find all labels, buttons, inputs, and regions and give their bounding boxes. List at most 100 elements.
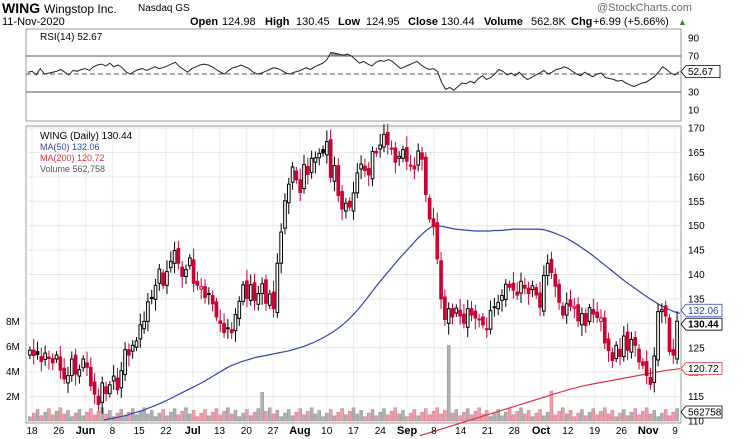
low-value: 124.95 xyxy=(366,16,400,28)
open-value: 124.98 xyxy=(222,16,256,28)
candle-body xyxy=(351,192,356,212)
candle-body xyxy=(580,313,584,326)
candlestick xyxy=(248,274,253,306)
volume-bar xyxy=(260,392,264,422)
candlestick xyxy=(366,162,371,187)
candlestick xyxy=(256,285,261,311)
candlestick xyxy=(625,323,630,361)
price-tick-label: 145 xyxy=(688,246,705,257)
candle-body xyxy=(283,200,287,229)
candlestick xyxy=(580,307,584,337)
candlestick xyxy=(317,148,322,166)
volume-bar xyxy=(412,409,417,422)
candle-body xyxy=(652,355,657,383)
candle-body xyxy=(595,311,599,318)
volume-bar xyxy=(363,416,367,422)
candlestick xyxy=(134,337,139,352)
volume-bar xyxy=(298,408,302,422)
candle-body xyxy=(58,356,63,371)
candlestick xyxy=(149,289,154,305)
candle-body xyxy=(336,165,341,196)
candle-body xyxy=(96,395,101,405)
candle-body xyxy=(222,322,226,334)
volume-bar xyxy=(127,411,131,422)
volume-bar xyxy=(663,409,668,422)
volume-bar xyxy=(534,412,538,422)
volume-bar xyxy=(660,412,664,422)
candle-body xyxy=(656,311,660,361)
candle-body xyxy=(450,308,455,318)
candlestick xyxy=(484,317,489,338)
candlestick xyxy=(382,124,386,153)
candlestick xyxy=(168,251,173,273)
candle-body xyxy=(374,150,379,154)
volume-bar xyxy=(237,416,242,422)
candlestick xyxy=(286,177,291,214)
candlestick xyxy=(43,345,47,366)
volume-bar xyxy=(290,415,295,422)
candlestick xyxy=(35,341,40,360)
volume-bar xyxy=(374,415,379,422)
volume-bar xyxy=(184,407,188,422)
volume-bar xyxy=(275,410,280,422)
candle-body xyxy=(317,152,322,159)
candle-body xyxy=(332,165,337,182)
candle-body xyxy=(648,377,653,385)
volume-bar xyxy=(538,409,542,422)
volume-bar xyxy=(443,410,447,422)
date-tick-label: 14 xyxy=(455,426,467,437)
candlestick xyxy=(187,253,192,270)
candlestick xyxy=(123,342,127,381)
candlestick xyxy=(50,353,55,371)
candlestick xyxy=(73,348,78,386)
volume-bar xyxy=(70,416,74,422)
candle-body xyxy=(134,340,139,348)
volume-bar xyxy=(675,408,679,422)
volume-bar xyxy=(248,415,253,422)
close-value-label: 130.44 xyxy=(688,320,719,331)
volume-bar xyxy=(62,413,66,422)
volume-bar xyxy=(526,410,531,422)
volume-bar xyxy=(283,412,287,422)
candlestick xyxy=(374,147,379,157)
volume-bar xyxy=(599,411,603,422)
volume-label: Volume xyxy=(484,16,523,28)
candle-body xyxy=(618,348,622,358)
ma200-value-tag xyxy=(680,362,723,376)
volume-bar xyxy=(161,409,165,422)
volume-bar xyxy=(667,415,672,422)
candle-body xyxy=(172,250,177,264)
candle-body xyxy=(203,286,207,298)
candlestick xyxy=(321,145,325,157)
ma50-value-tag xyxy=(680,303,723,317)
candle-body xyxy=(142,320,146,330)
volume-legend: Volume 562,758 xyxy=(40,164,105,174)
volume-bar xyxy=(199,412,203,422)
candle-body xyxy=(500,294,504,301)
volume-bar xyxy=(549,390,554,422)
candlestick xyxy=(359,155,363,180)
candlestick xyxy=(473,304,478,330)
candle-body xyxy=(484,328,489,331)
candlestick xyxy=(207,287,211,305)
volume-bar xyxy=(424,408,428,422)
ma200-value-label: 120.72 xyxy=(688,364,719,375)
volume-bar xyxy=(28,416,32,422)
candle-body xyxy=(576,304,580,322)
volume-bar xyxy=(169,411,173,422)
volume-bar xyxy=(603,407,607,422)
candlestick xyxy=(667,314,672,356)
candlestick xyxy=(138,313,143,348)
candlestick xyxy=(66,366,70,393)
candlestick xyxy=(305,157,310,185)
candle-body xyxy=(503,283,508,300)
candlestick xyxy=(412,157,417,180)
volume-bar xyxy=(568,410,573,422)
volume-bar xyxy=(264,411,268,422)
volume-bar xyxy=(458,415,462,422)
candlestick xyxy=(614,341,619,363)
candlestick xyxy=(511,272,516,299)
candlestick xyxy=(77,364,82,384)
volume-bar xyxy=(313,413,318,422)
candle-body xyxy=(606,338,611,352)
